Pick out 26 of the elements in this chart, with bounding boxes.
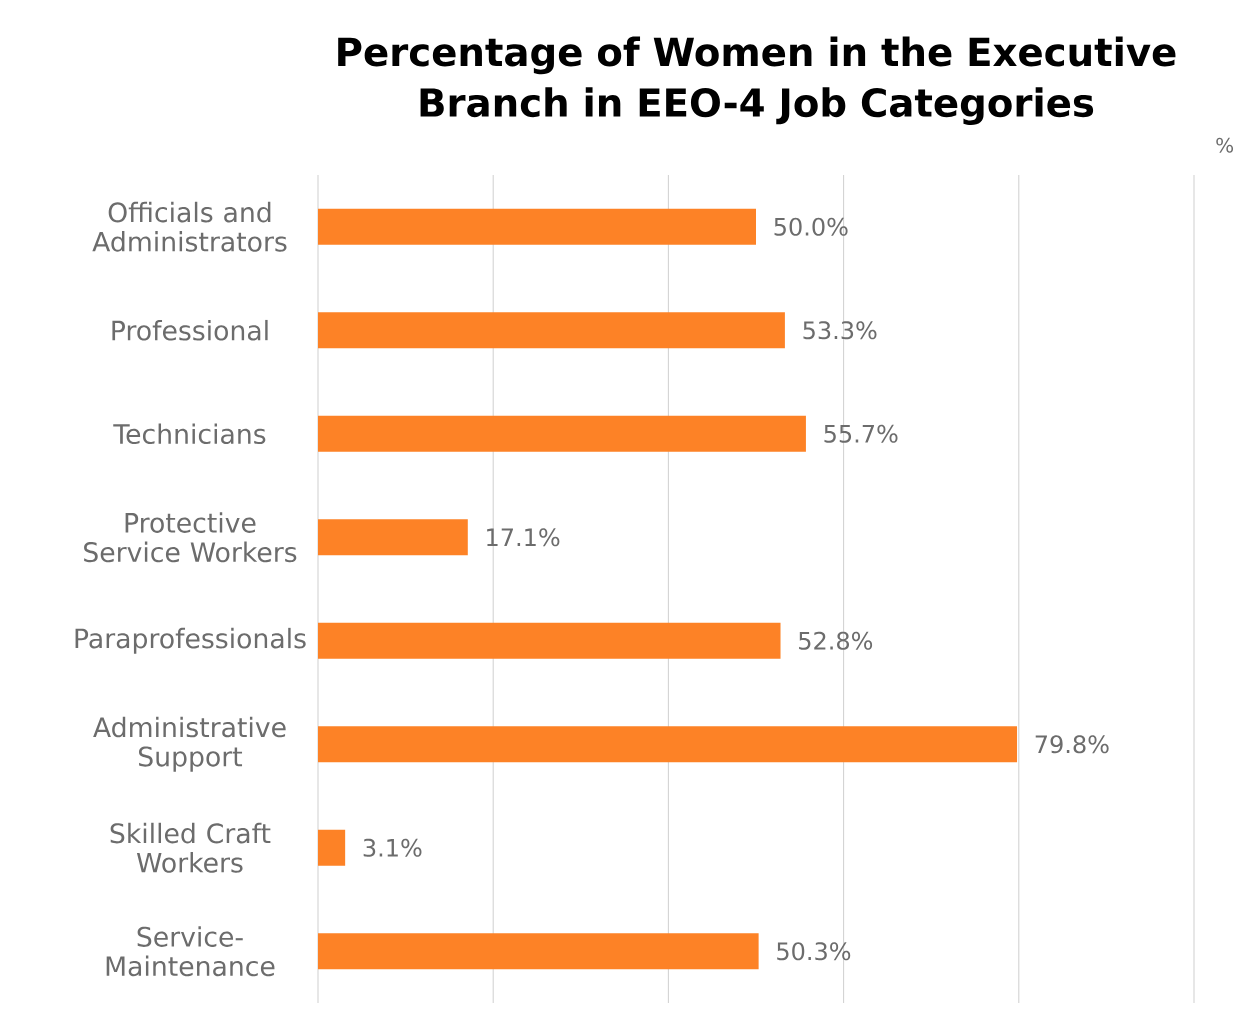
bar — [318, 726, 1018, 763]
bar — [318, 519, 468, 556]
data-label: 3.1% — [363, 838, 422, 857]
y-tick-label: Paraprofessionals — [75, 627, 306, 654]
y-tick-label: Administrative Support — [93, 716, 286, 772]
data-label: 79.8% — [1035, 735, 1109, 754]
data-label: 50.3% — [777, 942, 851, 961]
y-tick-label: Service-Maintenance — [106, 926, 275, 977]
data-label: 55.7% — [824, 424, 898, 443]
y-tick-label: Skilled Craft Workers — [110, 822, 271, 873]
data-label: 53.3% — [803, 321, 877, 340]
data-label: 17.1% — [487, 528, 560, 547]
data-label: 52.8% — [799, 631, 873, 650]
chart-title: Percentage of Women in the Executive Branch in EEO-4 Job Categories — [338, 36, 1176, 125]
bar — [318, 415, 806, 452]
bar — [318, 312, 785, 349]
y-tick-label: Officials and Administrators — [92, 201, 287, 252]
y-tick-label: Protective Service Workers — [84, 512, 297, 563]
bar — [318, 933, 759, 970]
y-tick-label: Technicians — [113, 423, 266, 445]
y-tick-label: Professional — [112, 319, 268, 341]
text: % — [1216, 137, 1234, 153]
bar — [318, 208, 756, 245]
bar — [318, 622, 781, 659]
data-label: 50.0% — [774, 217, 848, 236]
bar — [318, 829, 346, 866]
